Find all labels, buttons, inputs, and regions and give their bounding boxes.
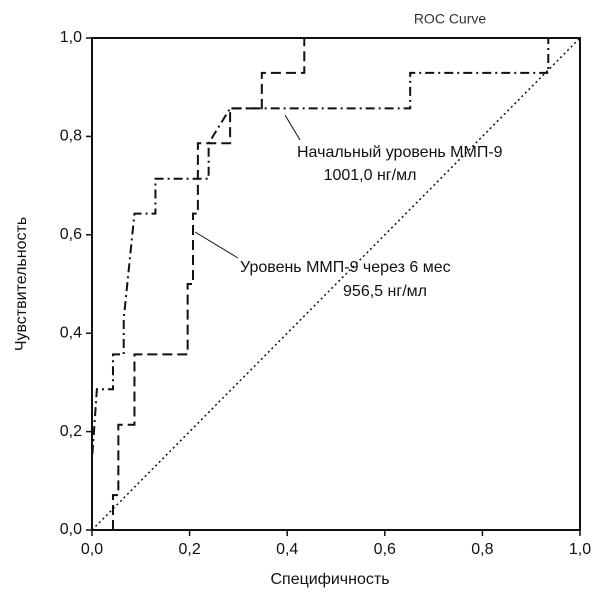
- chart-title: ROC Curve: [414, 11, 487, 27]
- plot-frame: [91, 37, 581, 531]
- x-tick-label: 1,0: [569, 541, 591, 558]
- x-tick-label: 0,6: [374, 541, 396, 558]
- y-tick-label: 1,0: [60, 29, 82, 46]
- y-tick-label: 0,6: [60, 226, 82, 243]
- x-axis-title: Специфичность: [270, 571, 389, 588]
- roc-line: [91, 37, 580, 530]
- leader-line: [194, 231, 239, 259]
- annotation: 1001,0 нг/мл: [324, 167, 417, 184]
- annotation: Начальный уровень ММП-9: [297, 144, 503, 161]
- roc-line: [111, 37, 580, 530]
- y-tick-label: 0,8: [60, 128, 82, 145]
- x-tick-label: 0,0: [81, 541, 103, 558]
- y-axis-title: Чувствительность: [13, 217, 30, 351]
- x-tick-label: 0,4: [276, 541, 298, 558]
- reference-line: [91, 37, 581, 531]
- x-tick-label: 0,2: [178, 541, 200, 558]
- annotation: Уровень ММП-9 через 6 мес: [240, 259, 451, 276]
- x-tick-label: 0,8: [471, 541, 493, 558]
- y-tick-label: 0,0: [60, 521, 82, 538]
- annotation: 956,5 нг/мл: [343, 283, 427, 300]
- leader-line: [284, 114, 301, 141]
- y-tick-label: 0,4: [60, 324, 82, 341]
- y-tick-label: 0,2: [60, 423, 82, 440]
